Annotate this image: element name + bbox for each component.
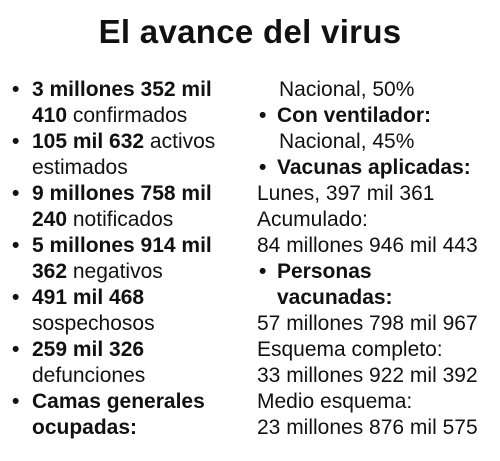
stat-heading: Personas bbox=[277, 260, 372, 283]
stat-value: 9 millones 758 mil bbox=[32, 182, 212, 205]
stat-personas-vacunadas: • Personas vacunadas: bbox=[257, 259, 500, 311]
stat-confirmados: • 3 millones 352 mil 410 confirmados bbox=[10, 77, 250, 129]
medio-esquema-value: 23 millones 876 mil 575 bbox=[257, 416, 478, 439]
stat-notificados: • 9 millones 758 mil 240 notificados bbox=[10, 181, 250, 233]
bullet-icon: • bbox=[259, 260, 267, 283]
vacunas-acumulado-label: Acumulado: bbox=[257, 208, 368, 231]
stat-value: 5 millones 914 mil bbox=[32, 234, 212, 257]
stat-ventilador: • Con ventilador: bbox=[257, 103, 500, 129]
stat-heading: Con ventilador: bbox=[277, 104, 432, 127]
personas-value: 57 millones 798 mil 967 bbox=[257, 312, 478, 335]
stat-label: activos bbox=[144, 130, 216, 153]
bullet-icon: • bbox=[12, 234, 20, 257]
stat-value: 362 bbox=[32, 260, 68, 283]
bullet-icon: • bbox=[259, 104, 267, 127]
stat-value: 3 millones 352 mil bbox=[32, 78, 212, 101]
page-title: El avance del virus bbox=[98, 13, 402, 50]
stat-heading: Camas generales bbox=[32, 390, 205, 413]
stat-value: 410 bbox=[32, 104, 68, 127]
stat-value: 105 mil 632 bbox=[32, 130, 145, 153]
vacunas-lunes: Lunes, 397 mil 361 bbox=[257, 182, 435, 205]
bullet-icon: • bbox=[12, 286, 20, 309]
stat-value: 240 bbox=[32, 208, 68, 231]
right-column: Nacional, 50% • Con ventilador: Nacional… bbox=[257, 77, 500, 441]
stat-vacunas: • Vacunas aplicadas: bbox=[257, 155, 500, 181]
stat-negativos: • 5 millones 914 mil 362 negativos bbox=[10, 233, 250, 285]
stat-label: sospechosos bbox=[32, 312, 155, 335]
stat-value: 491 mil 468 bbox=[32, 286, 145, 309]
stat-heading: ocupadas: bbox=[32, 416, 138, 439]
camas-value: Nacional, 50% bbox=[279, 78, 415, 101]
stat-heading: Vacunas aplicadas: bbox=[277, 156, 471, 179]
stat-label: negativos bbox=[67, 260, 163, 283]
stat-camas-generales: • Camas generales ocupadas: bbox=[10, 389, 250, 441]
stat-heading: vacunadas: bbox=[277, 286, 393, 309]
esquema-completo-value: 33 millones 922 mil 392 bbox=[257, 364, 478, 387]
bullet-icon: • bbox=[12, 130, 20, 153]
stat-label: estimados bbox=[32, 156, 128, 179]
stat-defunciones: • 259 mil 326 defunciones bbox=[10, 337, 250, 389]
medio-esquema-label: Medio esquema: bbox=[257, 390, 413, 413]
vacunas-acumulado-value: 84 millones 946 mil 443 bbox=[257, 234, 478, 257]
stat-label: notificados bbox=[67, 208, 174, 231]
left-column: • 3 millones 352 mil 410 confirmados • 1… bbox=[10, 77, 250, 441]
esquema-completo-label: Esquema completo: bbox=[257, 338, 443, 361]
bullet-icon: • bbox=[12, 78, 20, 101]
bullet-icon: • bbox=[12, 338, 20, 361]
ventilador-value: Nacional, 45% bbox=[279, 130, 415, 153]
stat-value: 259 mil 326 bbox=[32, 338, 145, 361]
bullet-icon: • bbox=[259, 156, 267, 179]
stat-sospechosos: • 491 mil 468 sospechosos bbox=[10, 285, 250, 337]
stat-label: confirmados bbox=[67, 104, 188, 127]
bullet-icon: • bbox=[12, 390, 20, 413]
stat-activos: • 105 mil 632 activos estimados bbox=[10, 129, 250, 181]
stat-label: defunciones bbox=[32, 364, 146, 387]
bullet-icon: • bbox=[12, 182, 20, 205]
